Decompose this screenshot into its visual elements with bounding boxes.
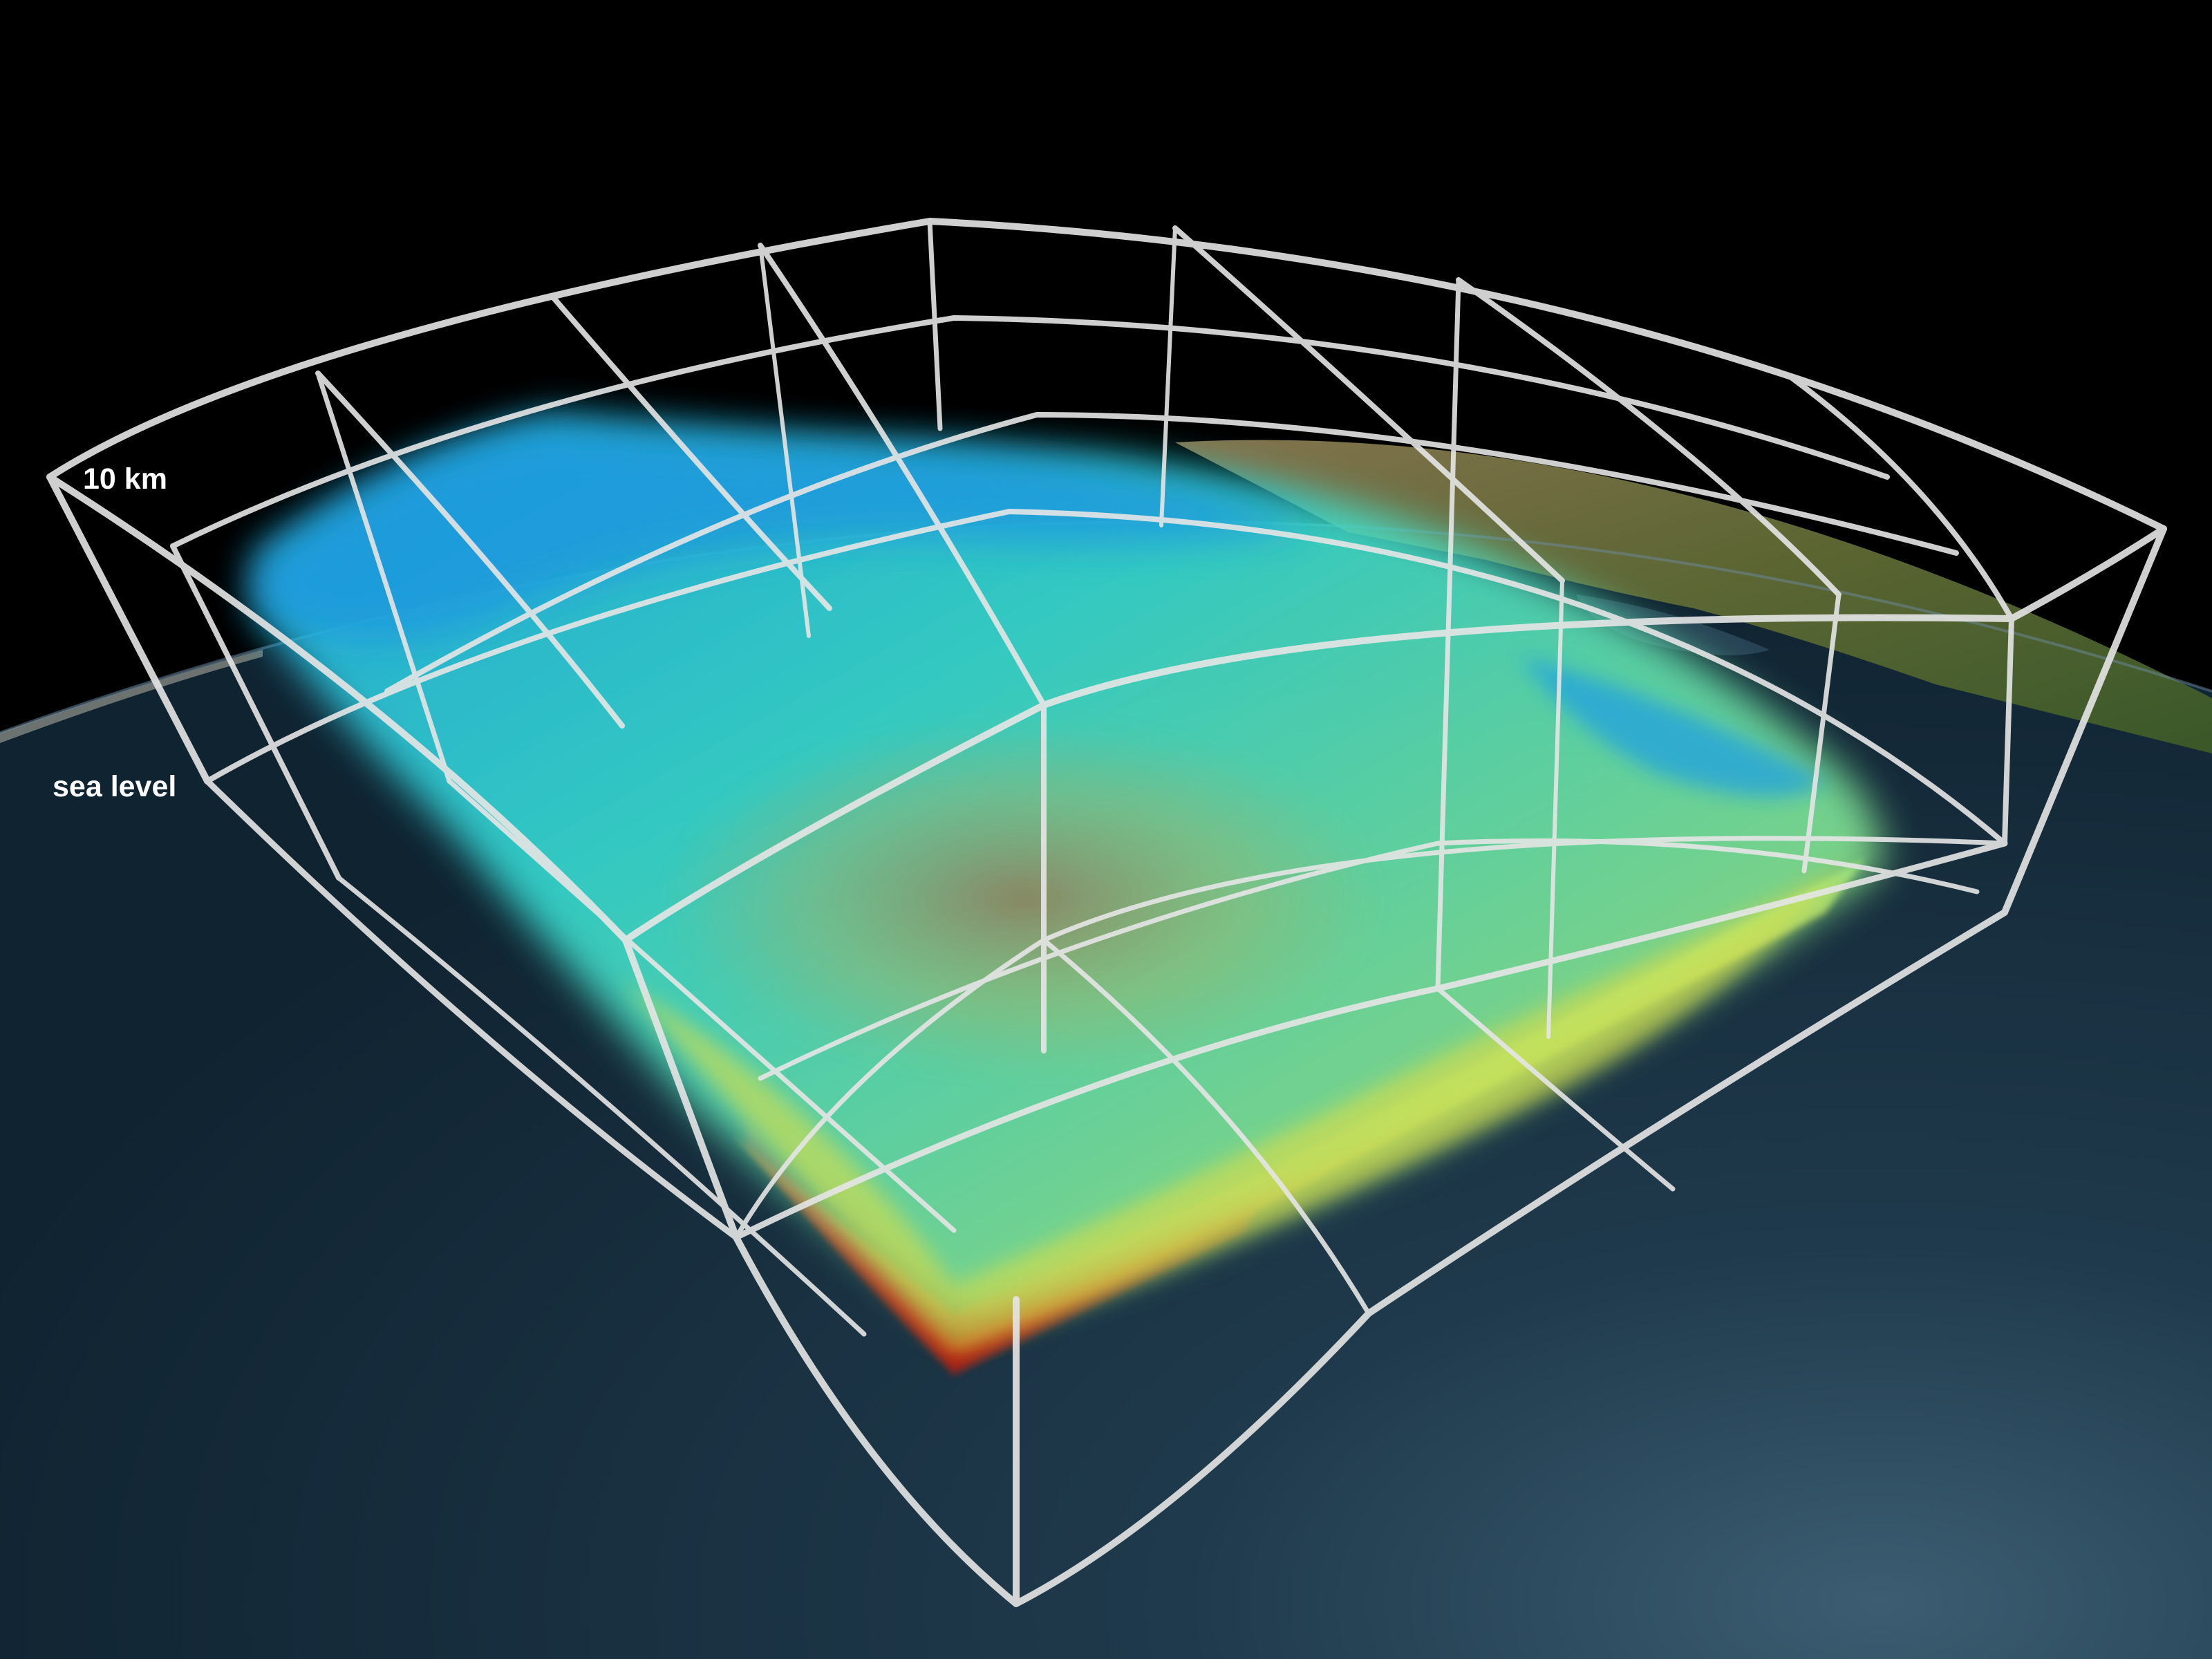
label-sea-level: sea level	[53, 770, 176, 803]
cloud-volume	[256, 415, 1882, 1376]
label-10km: 10 km	[83, 462, 167, 496]
volume-grid-box	[46, 218, 2167, 1607]
